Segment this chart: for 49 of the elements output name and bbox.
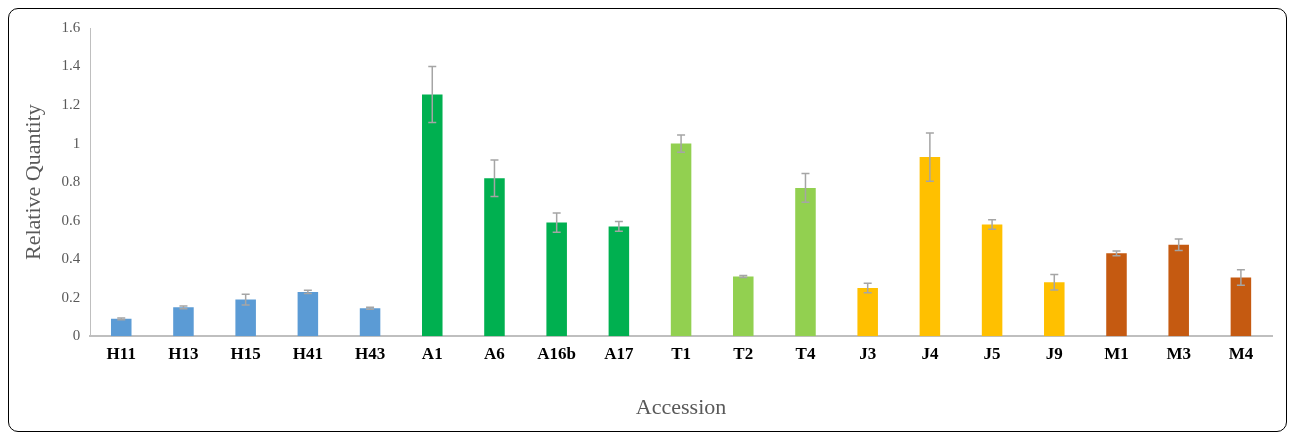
y-tick-label: 0.8 xyxy=(61,173,81,190)
x-axis-title: Accession xyxy=(635,393,727,419)
x-tick-label: M1 xyxy=(1104,343,1129,363)
bar xyxy=(1168,244,1189,337)
bar xyxy=(1106,253,1127,337)
x-tick-label: M4 xyxy=(1228,343,1254,363)
bar xyxy=(297,291,319,337)
y-tick-label: 1.6 xyxy=(61,18,81,35)
x-tick-label: T4 xyxy=(795,343,816,363)
bar xyxy=(484,178,505,337)
bar xyxy=(1044,282,1065,337)
bar xyxy=(733,276,754,337)
x-tick-label: J9 xyxy=(1045,343,1063,363)
bar xyxy=(857,288,878,337)
y-tick-label: 0.4 xyxy=(61,250,81,267)
bar xyxy=(546,222,567,337)
x-tick-label: M3 xyxy=(1166,343,1191,363)
bar xyxy=(670,143,692,337)
bar xyxy=(173,307,194,337)
bar xyxy=(981,224,1003,337)
bar xyxy=(235,299,256,337)
x-tick-label: T1 xyxy=(671,343,691,363)
x-tick-label: H41 xyxy=(292,343,323,363)
bar xyxy=(110,318,132,337)
x-tick-label: H11 xyxy=(106,343,136,363)
x-tick-label: J5 xyxy=(983,343,1001,363)
x-tick-label: J4 xyxy=(921,343,939,363)
bar xyxy=(795,187,816,337)
bar xyxy=(359,308,381,337)
bar xyxy=(1230,277,1252,337)
x-tick-label: H43 xyxy=(354,343,386,363)
bar xyxy=(608,226,630,337)
bar xyxy=(422,94,443,337)
x-tick-label: J3 xyxy=(859,343,877,363)
x-tick-label: A16b xyxy=(537,343,577,363)
x-tick-label: H13 xyxy=(168,343,199,363)
x-tick-label: H15 xyxy=(230,343,261,363)
x-tick-label: T2 xyxy=(733,343,754,363)
y-tick-label: 0 xyxy=(72,327,81,344)
y-axis-title: Relative Quantity xyxy=(19,104,45,260)
y-tick-label: 1.4 xyxy=(61,57,81,74)
y-tick-label: 1 xyxy=(72,134,81,151)
x-tick-label: A17 xyxy=(604,343,635,363)
x-tick-label: A1 xyxy=(421,343,443,363)
y-tick-label: 1.2 xyxy=(61,95,81,112)
bar xyxy=(919,157,941,337)
y-tick-label: 0.6 xyxy=(61,211,81,228)
x-tick-label: A6 xyxy=(484,343,505,363)
y-tick-label: 0.2 xyxy=(61,288,81,305)
